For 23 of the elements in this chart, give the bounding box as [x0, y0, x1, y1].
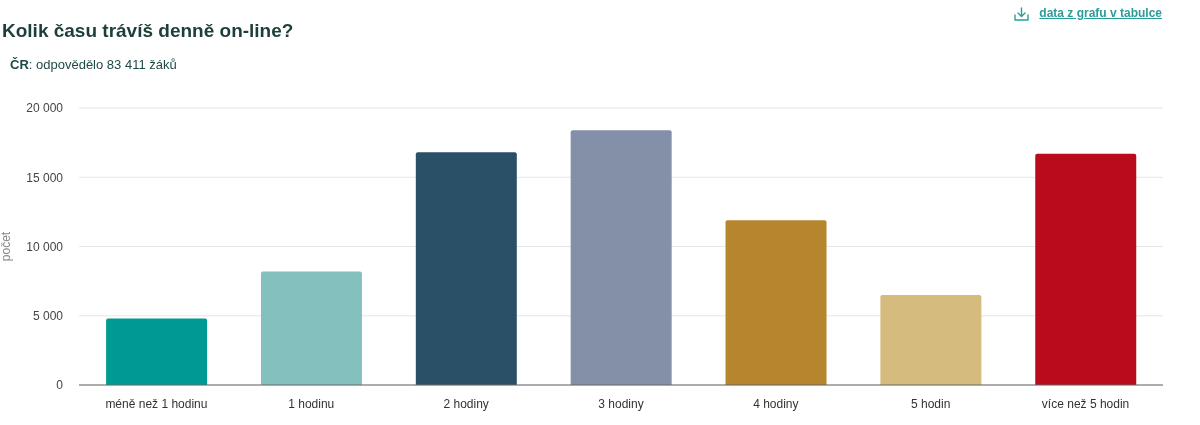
x-tick-label: 4 hodiny	[753, 396, 799, 411]
bar	[1035, 153, 1137, 385]
x-tick-label: více než 5 hodin	[1041, 396, 1130, 411]
y-tick-label: 15 000	[26, 170, 64, 185]
text: data z grafu v tabulce	[1039, 6, 1162, 20]
chart-title: Kolik času trávíš denně on-line?	[2, 20, 294, 41]
x-tick-label: 3 hodiny	[598, 396, 644, 411]
x-tick-label: méně než 1 hodinu	[105, 396, 208, 411]
y-tick-label: 10 000	[26, 239, 64, 254]
y-tick-label: 20 000	[26, 101, 64, 116]
bar	[260, 271, 362, 385]
chart-subtitle: ČR: odpovědělo 83 411 žáků	[10, 57, 177, 72]
bar	[880, 294, 982, 385]
y-tick-label: 5 000	[32, 309, 64, 324]
bar	[725, 220, 827, 385]
bar	[415, 152, 517, 385]
x-tick-label: 5 hodin	[911, 396, 951, 411]
y-axis-title: počet	[0, 231, 14, 262]
bar	[106, 318, 208, 385]
y-tick-label: 0	[56, 378, 64, 393]
x-tick-label: 2 hodiny	[443, 396, 489, 411]
bar	[570, 130, 672, 385]
x-tick-label: 1 hodinu	[288, 396, 335, 411]
